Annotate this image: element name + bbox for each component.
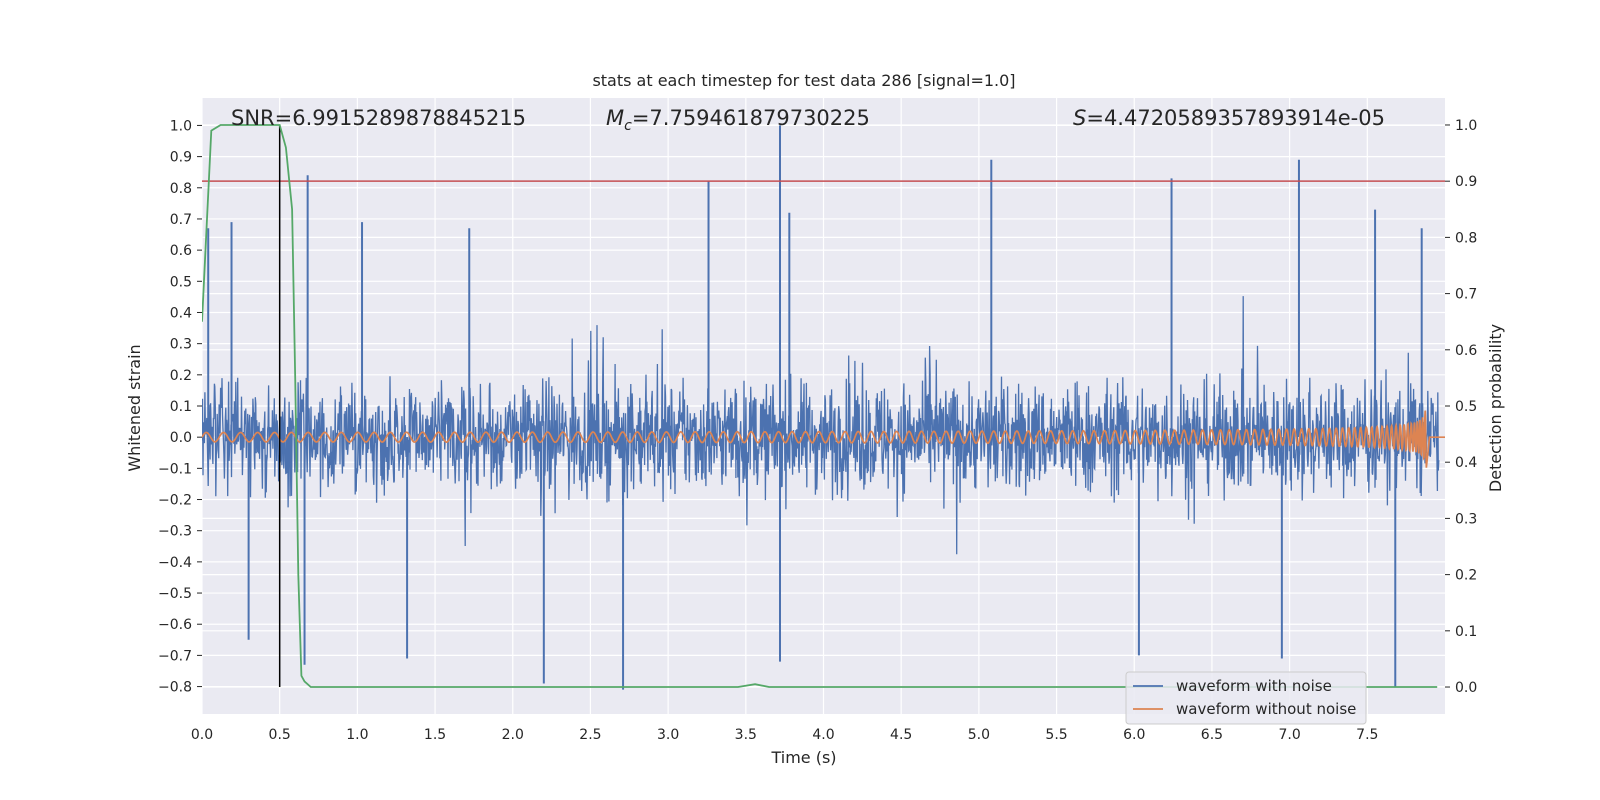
y-right-tick-label: 0.1	[1455, 624, 1477, 640]
x-tick-label: 1.5	[424, 727, 446, 743]
legend-label-clean: waveform without noise	[1176, 700, 1356, 718]
y-tick-label: −0.8	[158, 680, 192, 696]
legend-label-noise: waveform with noise	[1176, 677, 1332, 695]
x-tick-label: 6.0	[1123, 727, 1145, 743]
y-right-tick-label: 0.3	[1455, 511, 1477, 527]
y-tick-label: 0.9	[170, 150, 192, 166]
y-tick-label: 0.8	[170, 181, 192, 197]
y-tick-label: 0.5	[170, 274, 192, 290]
x-tick-label: 3.5	[735, 727, 757, 743]
noise-spikes	[207, 125, 1423, 690]
y-tick-label: −0.2	[158, 493, 192, 509]
x-axis-label: Time (s)	[770, 748, 836, 767]
series-waveform-without-noise	[202, 410, 1445, 468]
x-tick-label: 0.5	[269, 727, 291, 743]
x-tick-label: 0.0	[191, 727, 213, 743]
y-right-tick-label: 0.8	[1455, 230, 1477, 246]
significance-symbol: S	[1073, 106, 1086, 130]
y-tick-label: 0.6	[170, 243, 192, 259]
snr-annotation: SNR=6.9915289878845215	[231, 106, 526, 130]
y-right-axis-ticks: 1.0 0.9 0.8 0.7 0.6 0.5 0.4 0.3 0.2 0.1 0.0	[1445, 118, 1477, 696]
y-tick-label: −0.3	[158, 524, 192, 540]
x-tick-label: 3.0	[657, 727, 679, 743]
y-right-tick-label: 0.9	[1455, 174, 1477, 190]
significance-value: =4.4720589357893914e-05	[1086, 106, 1385, 130]
chirp-mass-annotation: Mc=7.759461879730225	[606, 106, 870, 134]
series-waveform-with-noise	[202, 296, 1440, 555]
significance-annotation: S=4.4720589357893914e-05	[1073, 106, 1385, 130]
y-tick-label: 0.3	[170, 337, 192, 353]
y-right-tick-label: 0.0	[1455, 680, 1477, 696]
x-tick-label: 2.5	[579, 727, 601, 743]
plot-content	[202, 124, 1445, 690]
chirp-mass-subscript: c	[624, 118, 632, 134]
y-axis-label: Whitened strain	[125, 344, 144, 471]
x-axis-ticks: 0.0 0.5 1.0 1.5 2.0 2.5 3.0 3.5 4.0 4.5 5.0 5.5 6.0 6…	[191, 727, 1379, 743]
y-right-tick-label: 0.6	[1455, 343, 1477, 359]
y-tick-label: −0.6	[158, 617, 192, 633]
y-right-axis-label: Detection probability	[1486, 324, 1505, 492]
y-right-tick-label: 1.0	[1455, 118, 1477, 134]
y-tick-label: 0.4	[170, 305, 192, 321]
x-tick-label: 1.0	[346, 727, 368, 743]
y-right-tick-label: 0.4	[1455, 455, 1477, 471]
y-tick-label: 1.0	[170, 118, 192, 134]
y-tick-label: 0.0	[170, 430, 192, 446]
y-tick-label: −0.4	[158, 555, 192, 571]
chart-title: stats at each timestep for test data 286…	[592, 71, 1015, 90]
x-tick-label: 4.0	[812, 727, 834, 743]
y-right-tick-label: 0.7	[1455, 287, 1477, 303]
x-tick-label: 7.5	[1356, 727, 1378, 743]
x-tick-label: 4.5	[890, 727, 912, 743]
legend-box	[1125, 671, 1367, 725]
y-tick-label: −0.5	[158, 586, 192, 602]
x-tick-label: 2.0	[502, 727, 524, 743]
x-tick-label: 6.5	[1201, 727, 1223, 743]
x-tick-label: 5.5	[1045, 727, 1067, 743]
legend: waveform with noise waveform without noi…	[1125, 671, 1367, 725]
y-tick-label: −0.1	[158, 461, 192, 477]
x-tick-label: 7.0	[1278, 727, 1300, 743]
y-right-tick-label: 0.2	[1455, 568, 1477, 584]
y-tick-label: 0.1	[170, 399, 192, 415]
y-tick-label: 0.2	[170, 368, 192, 384]
y-tick-label: 0.7	[170, 212, 192, 228]
y-axis-ticks: 1.0 0.9 0.8 0.7 0.6 0.5 0.4 0.3 0.2 0.1 0.0 −0.1 −0.…	[158, 118, 202, 696]
y-right-tick-label: 0.5	[1455, 399, 1477, 415]
y-tick-label: −0.7	[158, 648, 192, 664]
x-tick-label: 5.0	[968, 727, 990, 743]
chirp-mass-value: =7.759461879730225	[632, 106, 870, 130]
chirp-mass-symbol: M	[606, 106, 624, 130]
series-detection-probability	[202, 124, 1438, 688]
